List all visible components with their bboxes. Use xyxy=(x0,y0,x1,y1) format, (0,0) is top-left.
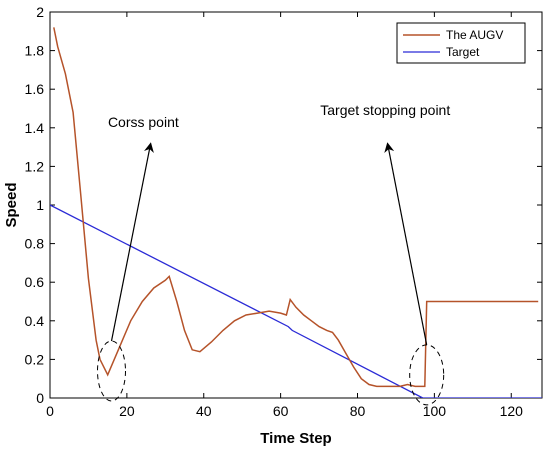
plot-area xyxy=(49,11,543,399)
cross-point-arrow xyxy=(110,142,154,342)
x-tick-label: 40 xyxy=(196,403,212,419)
x-tick-label: 60 xyxy=(273,403,289,419)
annotations: Corss point Target stopping point xyxy=(97,102,450,406)
y-axis-ticks: 0 0.2 0.4 0.6 0.8 1 1.2 1.4 1.6 1.8 2 xyxy=(25,4,542,406)
legend-target-label: Target xyxy=(446,45,480,59)
y-tick-label: 2 xyxy=(36,4,44,20)
x-tick-label: 80 xyxy=(350,403,366,419)
y-tick-label: 1.4 xyxy=(25,120,45,136)
y-tick-label: 0.2 xyxy=(25,351,45,367)
y-tick-label: 0.6 xyxy=(25,274,45,290)
x-tick-label: 0 xyxy=(46,403,54,419)
legend-box xyxy=(396,22,526,64)
y-tick-label: 0 xyxy=(36,390,44,406)
y-tick-label: 1.2 xyxy=(25,158,45,174)
target-series-line xyxy=(50,204,542,398)
y-axis-title: Speed xyxy=(3,182,20,227)
augv-series-line xyxy=(53,27,539,388)
x-tick-label: 100 xyxy=(423,403,447,419)
x-axis-ticks: 0 20 40 60 80 100 120 xyxy=(46,12,523,419)
target-stopping-point-arrow xyxy=(384,142,428,345)
legend-augv-label: The AUGV xyxy=(446,28,503,42)
x-tick-label: 20 xyxy=(119,403,135,419)
cross-point-label: Corss point xyxy=(108,114,179,130)
legend: The AUGV Target xyxy=(396,22,526,64)
y-tick-label: 1.8 xyxy=(25,43,45,59)
y-tick-label: 1.6 xyxy=(25,81,45,97)
target-stopping-point-label: Target stopping point xyxy=(320,102,450,118)
x-axis-title: Time Step xyxy=(260,430,331,447)
y-tick-label: 1 xyxy=(36,197,44,213)
y-tick-label: 0.4 xyxy=(25,313,45,329)
x-tick-label: 120 xyxy=(500,403,524,419)
cross-point-ellipse xyxy=(97,340,126,402)
y-tick-label: 0.8 xyxy=(25,236,45,252)
